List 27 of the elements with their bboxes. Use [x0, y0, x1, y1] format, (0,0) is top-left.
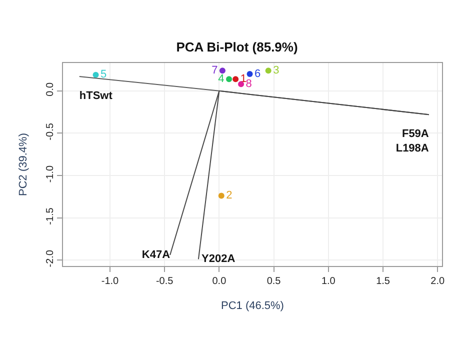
- series-label: 2: [226, 190, 232, 202]
- series-label: F59A: [402, 128, 429, 140]
- x-tick-label: 2.0: [430, 276, 446, 287]
- x-tick-label: -0.5: [156, 276, 174, 287]
- y-axis-title: PC2 (39.4%): [18, 133, 30, 196]
- y-tick-label: -2.0: [45, 250, 56, 268]
- series-label: 8: [246, 78, 252, 90]
- x-tick-label: 1.0: [321, 276, 336, 287]
- y-tick-label: -1.5: [45, 207, 56, 225]
- series-label: 6: [254, 68, 261, 80]
- y-tick-label: -1.0: [45, 164, 56, 183]
- series-label: hTSwt: [79, 90, 113, 102]
- text: L198A: [396, 142, 429, 154]
- y-tick-label: 0.0: [45, 82, 56, 96]
- y-tick-label: -0.5: [45, 122, 56, 140]
- x-tick-label: 0.0: [212, 276, 227, 287]
- series-label: 4: [218, 72, 224, 85]
- x-tick-label: -1.0: [101, 276, 120, 287]
- series-label: Y202A: [202, 252, 236, 265]
- series-label: K47A: [142, 248, 170, 261]
- x-axis-title: PC1 (46.5%): [221, 300, 284, 312]
- x-tick-label: 1.5: [376, 276, 390, 287]
- chart-title: PCA Bi-Plot (85.9%): [176, 40, 298, 55]
- x-tick-label: 0.5: [266, 276, 282, 287]
- series-label: 5: [100, 68, 107, 81]
- series-label: 7: [212, 64, 218, 76]
- series-label: 3: [273, 64, 280, 76]
